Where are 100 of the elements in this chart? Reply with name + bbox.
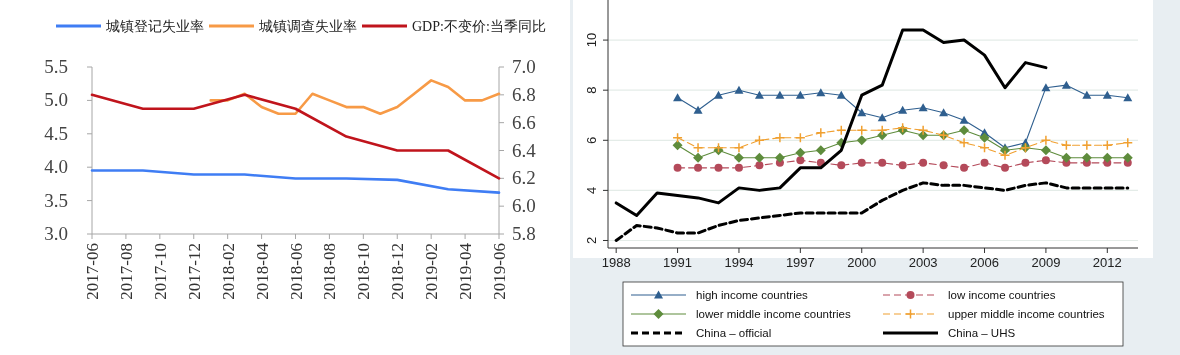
- x-tick-label: 2017-12: [184, 243, 204, 300]
- x-tick-label: 2018-10: [354, 243, 374, 300]
- y2-tick-label: 5.8: [512, 223, 536, 244]
- point: [673, 93, 683, 102]
- point: [959, 115, 969, 124]
- legend-label: 城镇调查失业率: [258, 19, 357, 34]
- point: [878, 158, 887, 167]
- y2-tick-label: 7.0: [512, 56, 536, 77]
- line-series: [614, 28, 1048, 217]
- line-series: [90, 169, 501, 194]
- y-tick-label: 4: [584, 186, 599, 194]
- y-tick-label: 4.0: [44, 156, 68, 178]
- point: [857, 108, 867, 117]
- y-tick-label: 4.5: [44, 122, 68, 144]
- x-tick-label: 2018-02: [218, 243, 238, 300]
- legend-label: high income countries: [696, 289, 809, 301]
- point: [795, 132, 806, 144]
- point: [795, 90, 805, 99]
- point: [1122, 137, 1134, 149]
- point: [836, 90, 846, 99]
- x-tick-label: 2018-04: [252, 242, 272, 300]
- legend-label: GDP:不变价:当季同比: [412, 19, 546, 34]
- point: [958, 137, 970, 149]
- point: [672, 140, 683, 151]
- point: [755, 161, 764, 170]
- legend-label: lower middle income countries: [696, 308, 851, 320]
- point: [857, 158, 866, 167]
- point: [979, 142, 990, 154]
- point: [1041, 83, 1051, 92]
- x-tick-label: 2017-10: [150, 243, 170, 300]
- x-tick-label: 2000: [847, 255, 877, 270]
- y2-tick-label: 6.2: [512, 167, 536, 189]
- y-tick-label: 5.5: [44, 56, 68, 77]
- point: [714, 90, 723, 99]
- point: [1000, 163, 1009, 172]
- line-series: [614, 181, 1130, 242]
- point: [1123, 93, 1133, 102]
- point: [918, 103, 928, 112]
- x-tick-label: 2012: [1092, 255, 1122, 270]
- y2-tick-label: 6.4: [512, 139, 537, 161]
- x-tick-label: 1988: [601, 255, 631, 270]
- x-tick-label: 2003: [908, 255, 938, 270]
- y-tick-label: 3.5: [44, 189, 68, 211]
- point: [816, 88, 826, 97]
- point: [1102, 90, 1112, 99]
- point: [999, 150, 1011, 161]
- x-tick-label: 2017-06: [83, 243, 102, 300]
- point: [1041, 156, 1050, 165]
- point: [1081, 140, 1093, 151]
- point: [980, 158, 989, 167]
- point: [876, 125, 888, 136]
- point: [733, 142, 745, 154]
- point: [1040, 135, 1052, 146]
- y2-tick-label: 6.6: [512, 111, 536, 133]
- x-tick-label: 2017-08: [116, 243, 136, 300]
- x-tick-label: 2019-04: [456, 242, 476, 300]
- point: [796, 156, 805, 165]
- point: [919, 158, 928, 167]
- point: [1040, 145, 1051, 156]
- point: [1021, 158, 1030, 167]
- point: [898, 161, 907, 170]
- legend-label: upper middle income countries: [948, 308, 1105, 320]
- point: [774, 152, 785, 163]
- point: [692, 142, 704, 154]
- y-tick-label: 5.0: [44, 89, 68, 111]
- legend-label: 城镇登记失业率: [105, 19, 204, 34]
- point: [1122, 152, 1133, 163]
- line-series: [90, 93, 501, 180]
- x-tick-label: 2019-06: [490, 243, 509, 300]
- point: [693, 105, 703, 114]
- point: [775, 90, 785, 99]
- x-tick-label: 2006: [970, 255, 999, 270]
- point: [1061, 152, 1072, 163]
- legend-label: China – UHS: [948, 327, 1016, 339]
- x-tick-label: 2018-08: [320, 243, 340, 300]
- point: [1102, 152, 1113, 163]
- x-tick-label: 1994: [724, 255, 754, 270]
- y-tick-label: 3.0: [44, 223, 68, 244]
- x-tick-label: 1997: [785, 255, 815, 270]
- point: [754, 152, 765, 163]
- x-tick-label: 2018-06: [286, 243, 306, 300]
- legend-label: low income countries: [948, 289, 1056, 301]
- legend-label: China – official: [696, 327, 772, 339]
- point: [734, 85, 744, 94]
- x-tick-label: 2018-12: [388, 243, 408, 300]
- point: [979, 132, 990, 143]
- point: [693, 152, 704, 163]
- y2-tick-label: 6.0: [512, 195, 536, 217]
- point: [898, 105, 908, 114]
- point: [939, 108, 949, 117]
- x-tick-label: 2009: [1031, 255, 1061, 270]
- point: [673, 163, 682, 172]
- point: [694, 163, 703, 172]
- x-tick-label: 2019-02: [422, 243, 442, 300]
- x-tick-label: 1991: [663, 255, 693, 270]
- point: [754, 90, 764, 99]
- point: [877, 113, 887, 122]
- y-tick-label: 10: [584, 32, 599, 48]
- point: [733, 152, 744, 163]
- point: [939, 161, 948, 170]
